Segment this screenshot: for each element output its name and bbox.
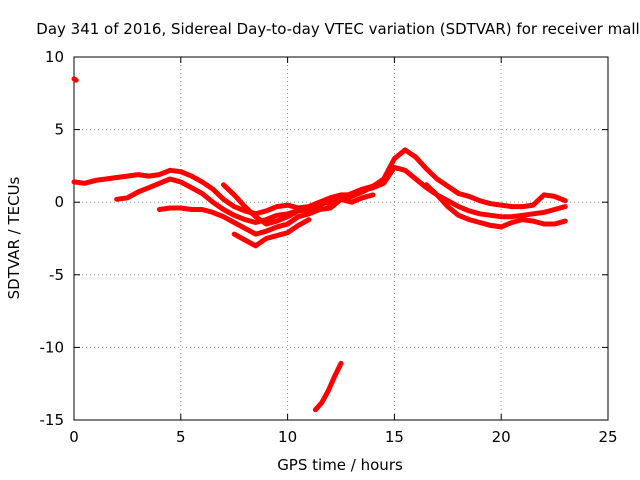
x-tick-label: 5 xyxy=(176,428,186,446)
y-tick-label: -5 xyxy=(49,266,64,284)
series-track-4 xyxy=(156,192,376,237)
series-track-6 xyxy=(231,217,312,249)
y-tick-label: -10 xyxy=(40,338,65,356)
y-axis-label: SDTVAR / TECUs xyxy=(5,176,23,299)
series-track-3 xyxy=(114,164,568,225)
chart-title: Day 341 of 2016, Sidereal Day-to-day VTE… xyxy=(36,20,639,38)
y-tick-label: 10 xyxy=(45,48,64,66)
y-tick-label: 0 xyxy=(54,193,64,211)
x-tick-label: 20 xyxy=(492,428,511,446)
x-tick-label: 15 xyxy=(385,428,404,446)
data-series xyxy=(71,76,568,413)
series-track-7 xyxy=(423,182,568,230)
y-tick-label: 5 xyxy=(54,121,64,139)
series-track-8 xyxy=(312,360,344,413)
y-tick-label: -15 xyxy=(40,411,65,429)
x-axis-label: GPS time / hours xyxy=(277,456,403,474)
series-track-1 xyxy=(71,76,79,83)
axis-ticks: 0 5 10 15 20 25 10 5 0 -5 -10 -15 xyxy=(40,48,618,446)
x-tick-label: 25 xyxy=(598,428,617,446)
series-track-5 xyxy=(221,182,376,227)
x-tick-label: 0 xyxy=(69,428,79,446)
plot-frame xyxy=(73,56,609,421)
grid-lines xyxy=(74,57,608,420)
x-tick-label: 10 xyxy=(278,428,297,446)
